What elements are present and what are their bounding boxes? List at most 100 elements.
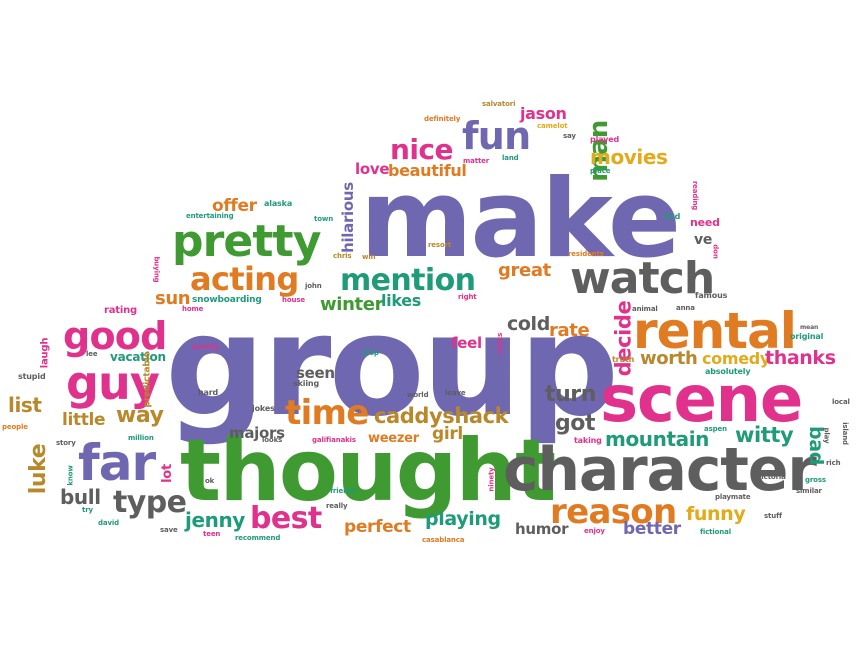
word: hilarious (338, 182, 357, 253)
word: alaska (264, 199, 293, 208)
word: way (116, 403, 164, 428)
word: weezer (368, 431, 419, 446)
word: sun (155, 288, 191, 309)
word: caddyshack (374, 404, 509, 428)
word: witty (735, 423, 794, 447)
word: dvd (664, 212, 681, 221)
word: casablanca (422, 536, 465, 544)
word: know (66, 465, 75, 486)
word: fictional (700, 528, 731, 536)
word: comedy (702, 349, 770, 368)
word: feel (451, 334, 482, 352)
word: house (282, 296, 305, 304)
word: definitely (424, 115, 461, 123)
word: save (160, 526, 178, 534)
word: david (98, 519, 120, 527)
word: worth (640, 348, 698, 369)
word: scene (600, 363, 803, 437)
word: try (82, 506, 93, 514)
word: reason (550, 492, 677, 532)
word: snowboarding (192, 295, 262, 305)
word: need (690, 216, 720, 229)
word: jenny (185, 508, 245, 532)
word: watch (570, 253, 715, 304)
word: playing (425, 508, 501, 530)
word: perfect (344, 517, 411, 537)
word: great (498, 260, 551, 281)
word: rating (104, 305, 137, 316)
word: camelot (537, 122, 568, 130)
word: looks (262, 436, 283, 444)
word: skiing (293, 379, 320, 388)
word: hard (198, 388, 219, 397)
word: gross (805, 476, 826, 484)
word: galifianakis (312, 436, 356, 444)
word: right (458, 293, 477, 301)
word: acting (190, 260, 299, 298)
word: really (326, 502, 348, 510)
word: winter (320, 294, 384, 315)
word: majors (229, 424, 285, 442)
word: funny (686, 503, 746, 525)
word: john (305, 282, 322, 290)
word: mention (340, 263, 476, 298)
word: truth (612, 355, 635, 364)
word: similar (796, 487, 822, 495)
word: chris (333, 252, 352, 260)
word: leave (445, 389, 466, 397)
word: recommend (235, 534, 281, 542)
word: ok (205, 477, 215, 485)
word: stop (362, 349, 379, 357)
word: town (314, 215, 334, 223)
word: time (285, 393, 369, 433)
word: animal (632, 305, 658, 313)
word: girl (432, 424, 463, 444)
word: list (8, 393, 42, 417)
word: beautiful (388, 161, 467, 180)
word: good (63, 314, 167, 358)
word: entertaining (186, 212, 234, 220)
word: home (182, 305, 204, 313)
word: cold (507, 313, 550, 335)
word: better (623, 519, 681, 539)
word: worthy (192, 343, 219, 351)
word: got (555, 411, 596, 436)
word: aspen (704, 425, 727, 433)
word: rental (633, 302, 797, 360)
word: bull (60, 485, 101, 509)
word: buying (152, 256, 161, 283)
word: mountain (605, 427, 710, 451)
word: stuff (764, 512, 782, 520)
word: local (832, 398, 850, 406)
word: say (563, 132, 576, 140)
word: offer (212, 196, 257, 216)
word: taking (574, 436, 602, 445)
word: win (362, 253, 376, 261)
word: thanks (765, 347, 836, 369)
word: played (590, 135, 620, 144)
word: little (62, 410, 106, 430)
word: lot (159, 464, 175, 483)
word: world (407, 391, 429, 399)
word: guy (66, 356, 160, 410)
word: victoria (757, 473, 786, 481)
word: movies (590, 145, 668, 169)
word: story (56, 439, 76, 447)
word: absolutely (705, 367, 751, 376)
word: best (250, 501, 322, 536)
word: likes (381, 291, 421, 310)
word: nice (390, 133, 453, 166)
word: anna (676, 304, 695, 312)
word: turn (545, 382, 596, 407)
word: jokes (252, 404, 275, 413)
word: resort (428, 241, 452, 249)
word: residents (568, 250, 604, 258)
word: jason (520, 104, 567, 123)
word: seen (296, 364, 335, 382)
word: make (360, 157, 681, 282)
word: enjoy (584, 527, 605, 535)
word: original (790, 332, 824, 341)
word: mean (800, 324, 819, 331)
word: humor (515, 520, 569, 538)
